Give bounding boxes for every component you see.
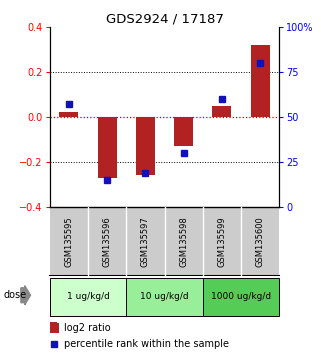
Title: GDS2924 / 17187: GDS2924 / 17187 bbox=[106, 12, 223, 25]
Text: GSM135600: GSM135600 bbox=[256, 216, 265, 267]
Bar bbox=[203, 278, 279, 316]
Text: percentile rank within the sample: percentile rank within the sample bbox=[64, 339, 229, 349]
FancyArrow shape bbox=[21, 286, 30, 305]
Text: GSM135598: GSM135598 bbox=[179, 216, 188, 267]
Bar bbox=[174, 117, 193, 146]
Text: GSM135597: GSM135597 bbox=[141, 216, 150, 267]
Bar bbox=[251, 45, 270, 117]
Bar bbox=[98, 117, 117, 178]
Text: 10 ug/kg/d: 10 ug/kg/d bbox=[140, 292, 189, 301]
Text: 1 ug/kg/d: 1 ug/kg/d bbox=[66, 292, 109, 301]
Text: GSM135595: GSM135595 bbox=[65, 216, 74, 267]
Bar bbox=[50, 322, 57, 333]
Bar bbox=[59, 112, 78, 117]
Bar bbox=[50, 278, 126, 316]
Bar bbox=[212, 105, 231, 117]
Bar bbox=[126, 278, 203, 316]
Text: GSM135596: GSM135596 bbox=[103, 216, 112, 267]
Text: 1000 ug/kg/d: 1000 ug/kg/d bbox=[211, 292, 271, 301]
Bar bbox=[136, 117, 155, 176]
Text: GSM135599: GSM135599 bbox=[217, 216, 226, 267]
Text: dose: dose bbox=[3, 290, 26, 300]
Bar bbox=[50, 323, 59, 333]
Text: log2 ratio: log2 ratio bbox=[64, 323, 111, 333]
